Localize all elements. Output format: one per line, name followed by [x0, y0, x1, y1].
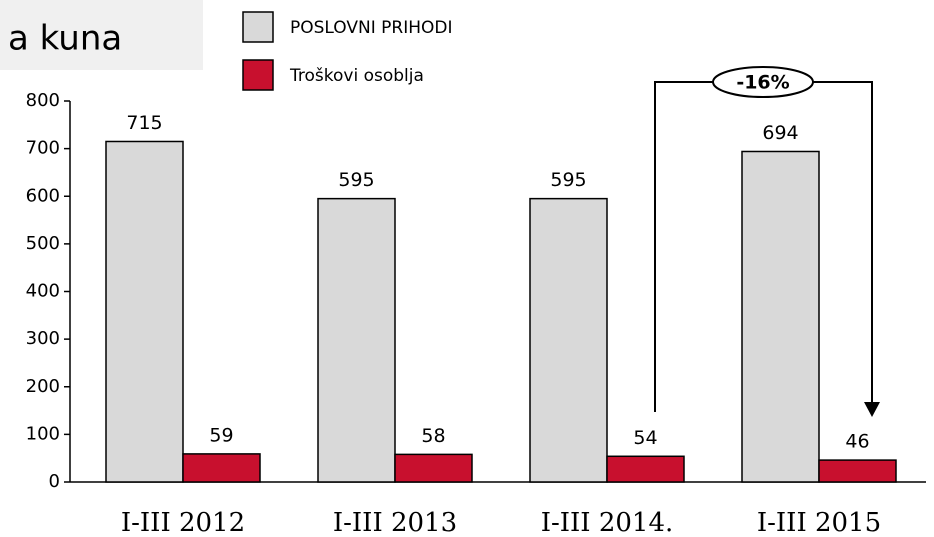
legend-label: POSLOVNI PRIHODI — [290, 18, 452, 38]
bar — [606, 455, 685, 483]
x-tick-label: I-III 2012 — [121, 508, 245, 537]
bar — [741, 150, 820, 483]
bar — [317, 197, 396, 483]
y-tick-label: 500 — [26, 233, 60, 254]
y-tick-label: 800 — [26, 90, 60, 111]
y-tick-label: 0 — [49, 471, 60, 492]
x-tick-label: I-III 2014. — [541, 508, 674, 537]
annotation-text: -16% — [736, 72, 789, 94]
x-tick-label: I-III 2015 — [757, 508, 881, 537]
bar — [182, 453, 261, 483]
value-label: 58 — [421, 425, 445, 447]
value-label: 694 — [762, 122, 798, 144]
x-tick-label: I-III 2013 — [333, 508, 457, 537]
value-label: 54 — [633, 427, 657, 449]
chart-title: a kuna — [8, 19, 122, 59]
y-tick-label: 600 — [26, 185, 60, 206]
y-tick-label: 200 — [26, 376, 60, 397]
annotation-bubble — [712, 66, 814, 98]
bar — [529, 197, 608, 483]
value-label: 46 — [845, 431, 869, 453]
y-tick-label: 300 — [26, 328, 60, 349]
legend-label: Troškovi osoblja — [289, 66, 424, 86]
bar — [105, 140, 184, 483]
legend-swatch — [242, 11, 274, 43]
legend-swatch — [242, 59, 274, 91]
annotation: -16% — [654, 66, 880, 417]
bar — [394, 453, 473, 483]
value-label: 595 — [338, 169, 374, 191]
y-tick-label: 700 — [26, 138, 60, 159]
annotation-arrow — [864, 402, 880, 417]
value-label: 595 — [550, 169, 586, 191]
value-label: 59 — [209, 424, 233, 446]
y-tick-label: 100 — [26, 423, 60, 444]
value-label: 715 — [126, 112, 162, 134]
title-box — [0, 0, 203, 70]
y-tick-label: 400 — [26, 281, 60, 302]
bar — [818, 459, 897, 483]
